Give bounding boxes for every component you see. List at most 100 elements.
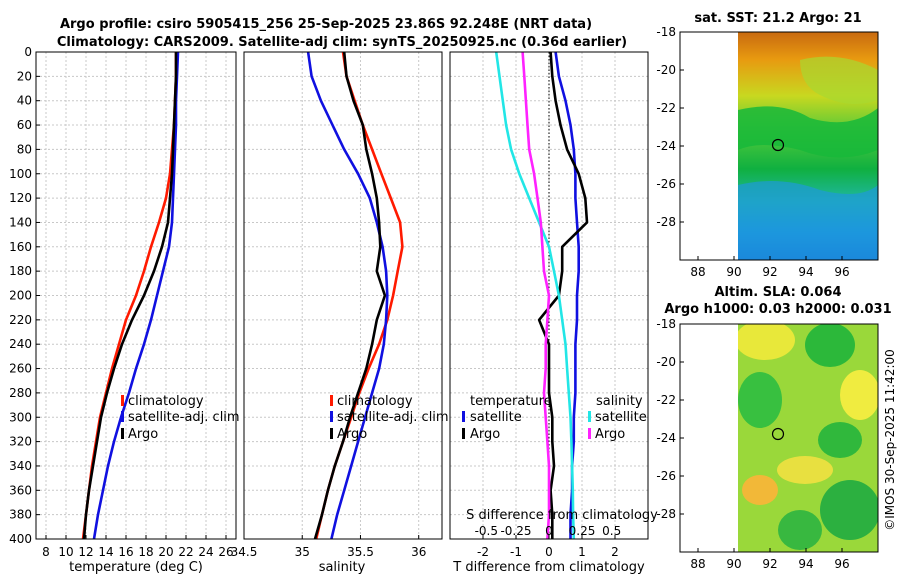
s-tick-label: -0.25 [500, 524, 531, 538]
t-difference-x-ticks: -2 -1 0 1 2 [477, 535, 619, 559]
y-tick-label: 60 [17, 118, 32, 132]
difference-legend: temperature satellite Argo salinity sate… [462, 394, 647, 442]
sla-blob-yellow-2 [840, 370, 878, 420]
lon-tick-label: 90 [726, 265, 741, 279]
series-line-salinity-argo [521, 52, 551, 539]
y-tick-label: 280 [9, 386, 32, 400]
lon-tick-label: 96 [834, 265, 849, 279]
y-tick-label: 200 [9, 289, 32, 303]
temperature-panel: 8 10 12 14 16 18 20 22 24 26 0 20 40 60 80 100 120 140 16… [9, 45, 240, 575]
y-tick-label: 160 [9, 240, 32, 254]
legend-header-salinity: salinity [596, 394, 643, 409]
copyright-stamp: ©IMOS 30-Sep-2025 11:42:00 [883, 349, 897, 531]
legend-label-satellite: satellite-adj. clim [128, 410, 240, 425]
sla-blob-green-1 [805, 324, 855, 367]
y-tick-label: 320 [9, 435, 32, 449]
legend-swatch-satellite [121, 411, 124, 422]
lat-tick-label: -18 [656, 317, 676, 331]
x-tick-label: 24 [198, 545, 213, 559]
y-tick-label: 260 [9, 362, 32, 376]
x-tick-label: 10 [58, 545, 73, 559]
x-tick-label: 0 [545, 545, 553, 559]
lon-tick-label: 90 [726, 557, 741, 571]
sst-map-panel: sat. SST: 21.2 Argo: 21 88 90 92 94 96 -18 -2… [656, 11, 879, 279]
y-tick-label: 80 [17, 142, 32, 156]
y-tick-label: 360 [9, 483, 32, 497]
legend-label-s-argo: Argo [595, 427, 625, 442]
salinity-x-ticks: 34.5 35 35.5 36 [231, 535, 426, 559]
temperature-legend: climatology satellite-adj. clim Argo [121, 394, 240, 442]
sla-blob-yellow-3 [777, 456, 833, 484]
lat-tick-label: -26 [656, 469, 676, 483]
legend-swatch-argo [121, 428, 124, 439]
s-tick-label: 0.25 [569, 524, 596, 538]
x-tick-label: 8 [42, 545, 50, 559]
s-tick-label: -0.5 [475, 524, 498, 538]
temperature-xlabel: temperature (deg C) [69, 560, 203, 575]
lon-tick-label: 88 [690, 557, 705, 571]
y-tick-label: 380 [9, 508, 32, 522]
legend-swatch-t-argo [462, 428, 465, 439]
salinity-axes-frame [243, 51, 443, 540]
y-tick-label: 220 [9, 313, 32, 327]
y-tick-label: 0 [24, 45, 32, 59]
y-tick-label: 240 [9, 337, 32, 351]
lat-tick-label: -24 [656, 431, 676, 445]
sla-blob-green-2 [738, 372, 782, 428]
x-tick-label: -1 [510, 545, 522, 559]
sla-blob-yellow-1 [738, 324, 795, 360]
sst-float-marker [771, 138, 785, 152]
lon-tick-label: 88 [690, 265, 705, 279]
temperature-lines [81, 52, 180, 539]
y-tick-label: 400 [9, 532, 32, 546]
x-tick-label: 18 [138, 545, 153, 559]
lat-tick-label: -22 [656, 101, 676, 115]
sst-light-patch [800, 56, 878, 104]
legend-label-argo: Argo [337, 427, 367, 442]
legend-label-climatology: climatology [128, 394, 204, 409]
series-line-argo [313, 52, 387, 539]
legend-label-s-satellite: satellite [595, 410, 647, 425]
s-tick-label: 0 [545, 524, 553, 538]
temperature-x-ticks: 8 10 12 14 16 18 20 22 24 26 [42, 535, 234, 559]
series-line-satellite-adj-clim [92, 52, 180, 539]
legend-label-t-argo: Argo [470, 427, 500, 442]
salinity-panel: 34.5 35 35.5 36 salinity climatology satell… [231, 51, 449, 575]
x-tick-label: 16 [118, 545, 133, 559]
difference-panel: -2 -1 0 1 2 -0.5 -0.25 0 0.25 0.5 S difference f… [449, 51, 658, 575]
lat-tick-label: -20 [656, 355, 676, 369]
x-tick-label: 34.5 [231, 545, 258, 559]
x-tick-label: -2 [477, 545, 489, 559]
legend-label-argo: Argo [128, 427, 158, 442]
s-tick-label: 0.5 [602, 524, 621, 538]
sla-blob-orange [742, 475, 778, 505]
main-title-line1: Argo profile: csiro 5905415_256 25-Sep-2… [60, 17, 592, 32]
salinity-xlabel: salinity [319, 560, 366, 575]
sla-map-panel: Altim. SLA: 0.064 Argo h1000: 0.03 h2000… [656, 285, 891, 571]
sla-map-subtitle: Argo h1000: 0.03 h2000: 0.031 [664, 302, 891, 317]
legend-swatch-t-satellite [462, 411, 465, 422]
y-tick-label: 20 [17, 69, 32, 83]
sst-heatmap [738, 32, 878, 260]
legend-header-temperature: temperature [470, 394, 552, 409]
sla-lon-ticks: 88 90 92 94 96 [690, 548, 850, 571]
x-tick-label: 14 [98, 545, 113, 559]
x-tick-label: 26 [218, 545, 233, 559]
sla-blob-green-4 [820, 480, 878, 540]
legend-swatch-argo [330, 428, 333, 439]
y-tick-label: 180 [9, 264, 32, 278]
x-tick-label: 20 [158, 545, 173, 559]
legend-swatch-satellite [330, 411, 333, 422]
legend-swatch-s-argo [588, 428, 591, 439]
salinity-lines [306, 52, 404, 539]
main-title-line2: Climatology: CARS2009. Satellite-adj cli… [57, 35, 627, 50]
legend-label-climatology: climatology [337, 394, 413, 409]
y-tick-label: 100 [9, 167, 32, 181]
lon-tick-label: 92 [762, 265, 777, 279]
sla-heatmap [738, 324, 878, 552]
legend-swatch-climatology [330, 395, 333, 406]
y-tick-label: 40 [17, 94, 32, 108]
sst-lat-ticks: -18 -20 -22 -24 -26 -28 [656, 25, 684, 229]
s-difference-label: S difference from climatology [466, 508, 658, 523]
x-tick-label: 1 [578, 545, 586, 559]
